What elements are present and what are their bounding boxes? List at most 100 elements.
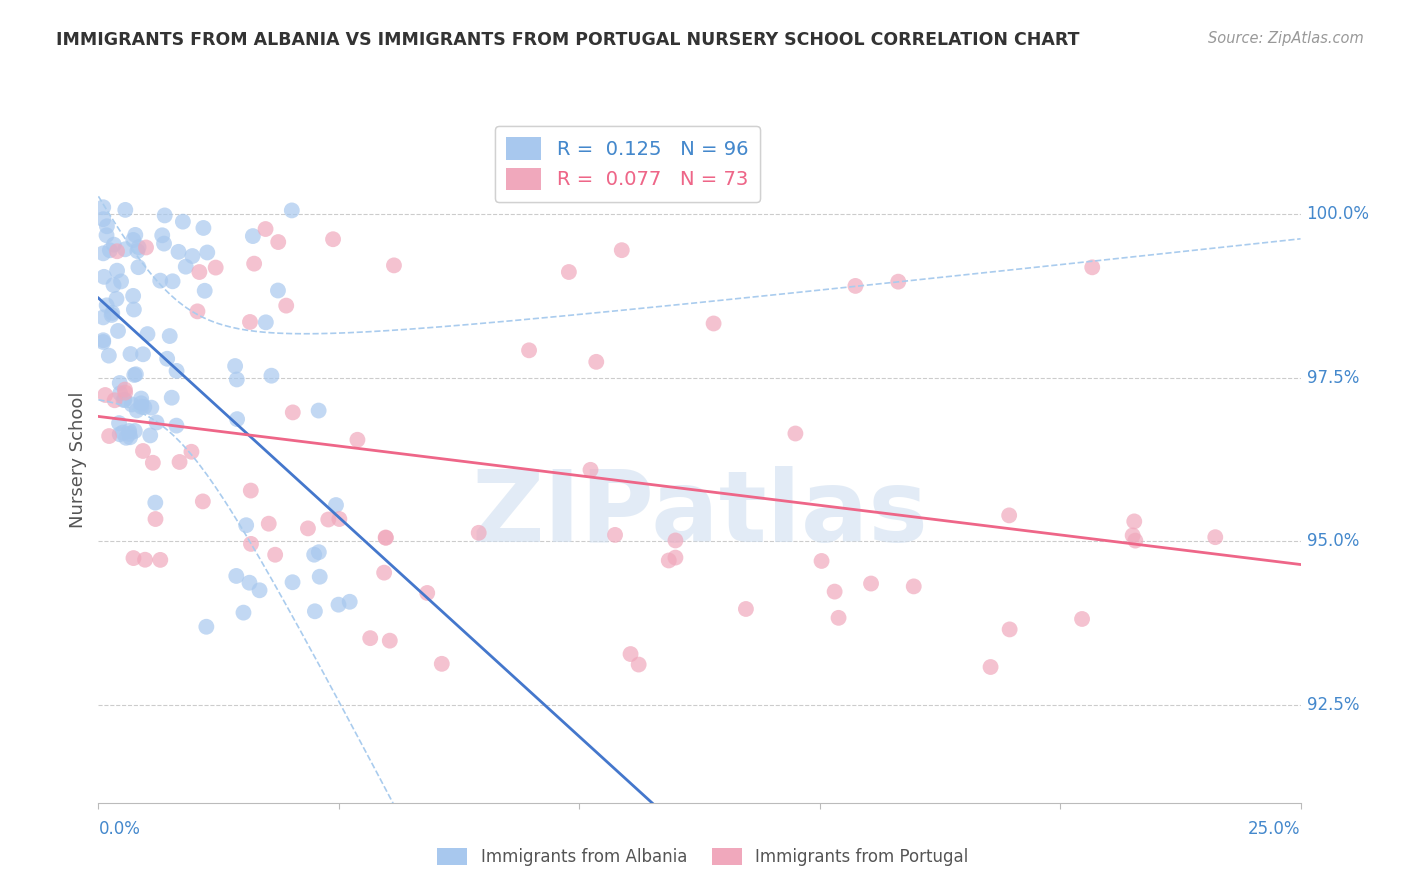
Point <box>128 240 150 254</box>
Point <box>104 393 127 408</box>
Point <box>181 249 204 263</box>
Point <box>98 244 121 258</box>
Point <box>93 269 115 284</box>
Point <box>193 221 215 235</box>
Point <box>91 246 114 260</box>
Point <box>903 579 925 593</box>
Point <box>243 257 266 271</box>
Point <box>120 430 142 444</box>
Point <box>194 284 217 298</box>
Point <box>346 433 368 447</box>
Point <box>91 200 114 214</box>
Point <box>180 444 202 458</box>
Point <box>467 525 489 540</box>
Point <box>1204 530 1226 544</box>
Point <box>103 278 125 293</box>
Point <box>107 324 129 338</box>
Point <box>316 512 339 526</box>
Point <box>980 660 1002 674</box>
Point <box>374 531 396 545</box>
Point <box>105 292 128 306</box>
Point <box>224 359 246 373</box>
Text: 0.0%: 0.0% <box>98 820 141 838</box>
Text: 25.0%: 25.0% <box>1249 820 1301 838</box>
Point <box>627 657 650 672</box>
Point <box>121 397 143 411</box>
Point <box>111 425 134 440</box>
Point <box>122 302 145 317</box>
Point <box>166 364 188 378</box>
Point <box>150 228 173 243</box>
Point <box>96 298 118 312</box>
Point <box>136 327 159 342</box>
Point <box>114 392 136 407</box>
Point <box>328 512 350 526</box>
Point <box>120 347 142 361</box>
Point <box>308 570 330 584</box>
Point <box>610 243 633 257</box>
Point <box>188 265 211 279</box>
Point <box>98 429 121 443</box>
Point <box>124 424 146 438</box>
Point <box>135 240 157 254</box>
Point <box>998 508 1021 523</box>
Point <box>118 426 141 441</box>
Point <box>114 202 136 217</box>
Point <box>257 516 280 531</box>
Point <box>108 386 131 401</box>
Point <box>141 401 163 415</box>
Point <box>281 405 304 419</box>
Point <box>108 376 131 390</box>
Point <box>159 329 181 343</box>
Point <box>91 333 114 347</box>
Point <box>304 604 326 618</box>
Point <box>143 496 166 510</box>
Point <box>703 317 725 331</box>
Point <box>127 244 149 258</box>
Point <box>127 260 149 275</box>
Point <box>235 518 257 533</box>
Point <box>125 368 148 382</box>
Point <box>145 512 167 526</box>
Point <box>260 368 283 383</box>
Point <box>110 274 132 288</box>
Point <box>129 392 152 406</box>
Point <box>254 222 277 236</box>
Point <box>124 368 146 382</box>
Point <box>281 203 304 218</box>
Point <box>195 245 218 260</box>
Point <box>242 229 264 244</box>
Point <box>267 284 290 298</box>
Point <box>105 263 128 277</box>
Point <box>658 553 681 567</box>
Point <box>132 347 155 361</box>
Text: Source: ZipAtlas.com: Source: ZipAtlas.com <box>1208 31 1364 46</box>
Point <box>91 212 114 227</box>
Point <box>226 412 249 426</box>
Point <box>281 575 304 590</box>
Point <box>1081 260 1104 275</box>
Point <box>579 463 602 477</box>
Point <box>167 244 190 259</box>
Point <box>134 400 156 414</box>
Text: IMMIGRANTS FROM ALBANIA VS IMMIGRANTS FROM PORTUGAL NURSERY SCHOOL CORRELATION C: IMMIGRANTS FROM ALBANIA VS IMMIGRANTS FR… <box>56 31 1080 49</box>
Point <box>359 631 381 645</box>
Point <box>664 550 686 565</box>
Point <box>264 548 287 562</box>
Point <box>142 456 165 470</box>
Point <box>103 237 125 252</box>
Point <box>94 388 117 402</box>
Point <box>153 209 176 223</box>
Point <box>328 598 350 612</box>
Point <box>619 647 641 661</box>
Text: 92.5%: 92.5% <box>1306 696 1360 714</box>
Point <box>517 343 540 358</box>
Point <box>267 235 290 249</box>
Point <box>195 620 218 634</box>
Point <box>114 242 136 256</box>
Point <box>118 424 141 438</box>
Point <box>191 494 214 508</box>
Point <box>1071 612 1094 626</box>
Point <box>160 391 183 405</box>
Point <box>382 259 405 273</box>
